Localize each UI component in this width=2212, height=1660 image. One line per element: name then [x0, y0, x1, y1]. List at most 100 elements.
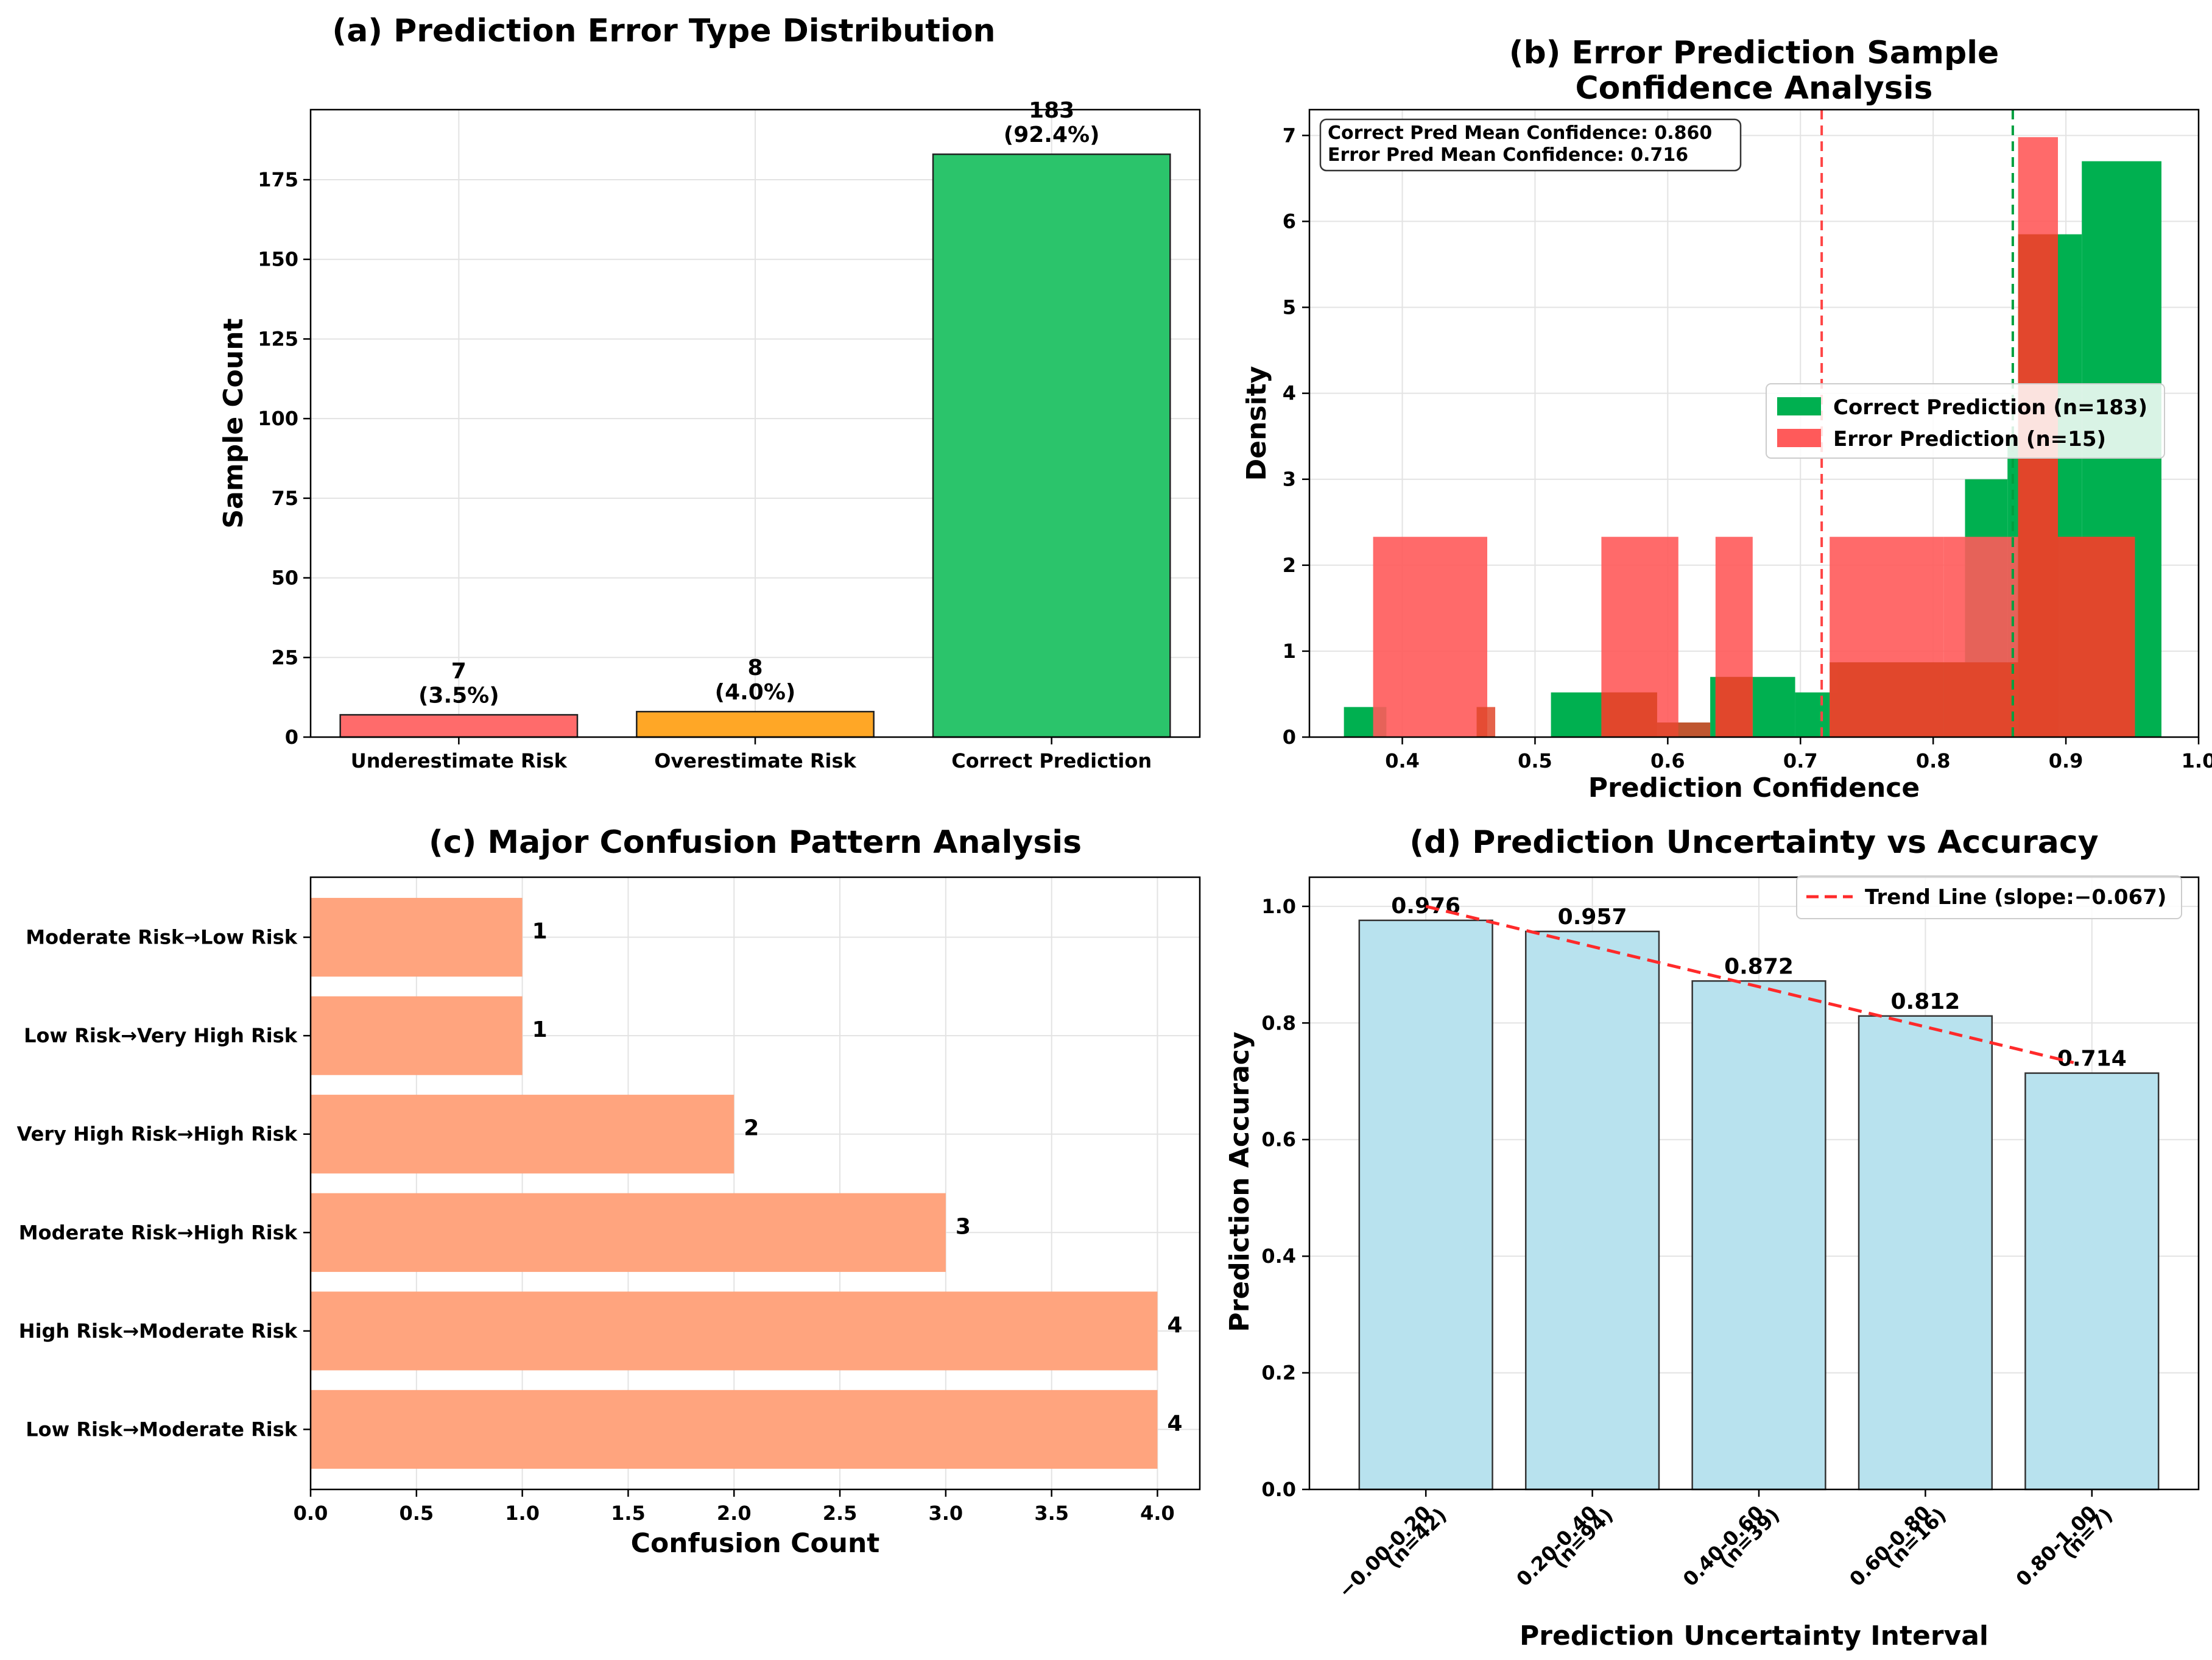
panel-d-x-axis-label: Prediction Uncertainty Interval — [1520, 1620, 1988, 1651]
panel-b-y-tick-label: 2 — [1283, 554, 1296, 577]
panel-a-y-tick-label: 75 — [271, 487, 298, 510]
panel-b-title-line-2: Confidence Analysis — [1576, 70, 1933, 107]
panel-b-annotation-line-2: Error Pred Mean Confidence: 0.716 — [1328, 144, 1688, 166]
panel-d-bar — [1524, 930, 1660, 1491]
panel-b-y-tick-label: 5 — [1283, 296, 1296, 319]
panel-d-bar — [1858, 1015, 1993, 1491]
panel-c-bar — [311, 897, 523, 977]
panel-b-y-tick-label: 0 — [1283, 726, 1296, 749]
panel-c-y-tick-label: Low Risk→Moderate Risk — [26, 1418, 297, 1441]
panel-d-y-tick-label: 0.4 — [1261, 1245, 1296, 1268]
legend-label-correct: Correct Prediction (n=183) — [1833, 395, 2147, 420]
panel-c-bar-value-label: 3 — [956, 1214, 971, 1239]
panel-a-y-tick-label: 25 — [271, 646, 298, 669]
panel-a-y-tick-label: 0 — [285, 726, 298, 749]
panel-b-y-tick-label: 6 — [1283, 210, 1296, 233]
panel-d-y-tick-label: 0.6 — [1261, 1128, 1296, 1151]
panel-b-y-tick-label: 4 — [1283, 382, 1296, 405]
panel-b-hist-bar-overlap — [1657, 722, 1711, 737]
panel-d-bar-value-label: 0.714 — [2057, 1047, 2127, 1072]
panel-c-bar — [311, 1193, 946, 1272]
panel-d-plot-frame — [1308, 876, 2200, 1491]
panel-d-trend-line — [1425, 905, 2074, 1064]
panel-b-hist-bar-correct — [1551, 692, 1610, 737]
panel-c-x-tick-label: 0.0 — [294, 1502, 328, 1525]
panel-a-y-tick-label: 125 — [258, 327, 298, 350]
panel-b-x-tick-label: 0.4 — [1385, 749, 1420, 772]
panel-c-x-tick-label: 4.0 — [1140, 1502, 1175, 1525]
legend-swatch-correct — [1777, 397, 1821, 415]
panel-b-x-tick-label: 0.5 — [1518, 749, 1552, 772]
panel-c-y-tick-label: Low Risk→Very High Risk — [24, 1024, 298, 1047]
panel-c-bar — [311, 996, 523, 1075]
panel-b-y-tick-label: 7 — [1283, 124, 1296, 147]
panel-a-bar — [339, 714, 579, 738]
panel-d-bar — [1691, 980, 1826, 1491]
panel-a-y-axis-label: Sample Count — [218, 318, 249, 528]
panel-a-bar-percent-label: (4.0%) — [715, 680, 796, 705]
panel-b-y-tick-label: 3 — [1283, 468, 1296, 491]
panel-a-bar — [636, 710, 875, 738]
panel-a-y-tick-label: 50 — [271, 567, 298, 590]
panel-b-x-axis-label: Prediction Confidence — [1588, 772, 1920, 804]
panel-c-y-tick-label: Very High Risk→High Risk — [17, 1123, 298, 1146]
panel-d-bar — [2024, 1072, 2160, 1491]
panel-a-bar-value-label: 7 — [451, 659, 467, 683]
panel-c-bar-value-label: 4 — [1167, 1313, 1182, 1338]
panel-c-title: (c) Major Confusion Pattern Analysis — [429, 824, 1082, 861]
panel-b-x-tick-label: 0.7 — [1783, 749, 1818, 772]
panel-b-x-tick-label: 0.8 — [1916, 749, 1951, 772]
panel-d-bar-value-label: 0.812 — [1890, 989, 1960, 1014]
panel-a-bar-value-label: 183 — [1029, 98, 1074, 123]
panel-c-bar-value-label: 2 — [744, 1116, 759, 1141]
panel-c-x-tick-label: 2.0 — [717, 1502, 752, 1525]
panel-d-title: (d) Prediction Uncertainty vs Accuracy — [1409, 824, 2098, 861]
panel-d-y-tick-label: 0.0 — [1261, 1478, 1296, 1501]
panel-c-bar-value-label: 1 — [532, 919, 548, 944]
panel-c-x-tick-label: 1.5 — [611, 1502, 646, 1525]
panel-b-y-axis-label: Density — [1241, 366, 1272, 481]
panel-d-y-tick-label: 1.0 — [1261, 895, 1296, 918]
panel-b-x-tick-label: 1.0 — [2182, 749, 2212, 772]
panel-a-y-tick-label: 100 — [258, 407, 298, 430]
panel-b-annotation-line-1: Correct Pred Mean Confidence: 0.860 — [1328, 122, 1712, 144]
panel-c-bar — [311, 1291, 1158, 1371]
panel-b-x-tick-label: 0.6 — [1650, 749, 1685, 772]
panel-b-hist-bar-overlap — [1476, 707, 1496, 737]
panel-b-hist-bar-overlap — [2058, 537, 2135, 737]
panel-d-bar-value-label: 0.957 — [1558, 905, 1627, 930]
panel-c-x-tick-label: 1.0 — [505, 1502, 540, 1525]
panel-b-x-tick-label: 0.9 — [2049, 749, 2083, 772]
panel-c-y-tick-label: Moderate Risk→High Risk — [19, 1221, 298, 1244]
panel-c-x-tick-label: 2.5 — [823, 1502, 858, 1525]
panel-a-y-tick-label: 175 — [258, 168, 298, 191]
panel-b-hist-bar-correct — [1752, 677, 1795, 737]
panel-a-bar-percent-label: (92.4%) — [1004, 122, 1100, 147]
panel-c-x-axis-label: Confusion Count — [631, 1528, 880, 1559]
panel-d-y-tick-label: 0.2 — [1261, 1362, 1296, 1385]
panel-c-chart: (c) Major Confusion Pattern Analysis 1 1 2… — [17, 824, 1201, 1559]
panel-d-bar-value-label: 0.976 — [1391, 894, 1460, 919]
panel-b-hist-bar-overlap — [1609, 692, 1657, 737]
panel-c-bar — [311, 1390, 1158, 1469]
panel-b-hist-bar-overlap — [1830, 662, 1944, 737]
panel-b-hist-bar-overlap — [1943, 662, 2018, 737]
panel-d-bar — [1358, 919, 1493, 1491]
panel-c-bar — [311, 1095, 734, 1174]
panel-c-y-tick-label: Moderate Risk→Low Risk — [26, 926, 297, 949]
panel-c-x-tick-label: 0.5 — [399, 1502, 434, 1525]
panel-a-title: (a) Prediction Error Type Distribution — [332, 13, 995, 49]
panel-d-bar-value-label: 0.872 — [1724, 954, 1794, 979]
panel-a-x-tick-label: Correct Prediction — [951, 749, 1152, 772]
panel-c-plot-frame — [309, 876, 1201, 1491]
panel-c-bar-value-label: 4 — [1167, 1411, 1182, 1436]
panel-d-y-axis-label: Prediction Accuracy — [1224, 1031, 1255, 1332]
panel-b-hist-bar-error — [1373, 537, 1487, 737]
panel-b-legend: Correct Prediction (n=183) Error Predict… — [1766, 383, 2165, 459]
panel-b-hist-bar-overlap — [1715, 677, 1753, 737]
panel-b-y-tick-label: 1 — [1283, 640, 1296, 663]
panel-b-title-line-1: (b) Error Prediction Sample — [1509, 35, 1999, 71]
panel-b-chart: (b) Error Prediction Sample Confidence A… — [1241, 35, 2212, 804]
panel-a-bar-value-label: 8 — [747, 655, 763, 680]
